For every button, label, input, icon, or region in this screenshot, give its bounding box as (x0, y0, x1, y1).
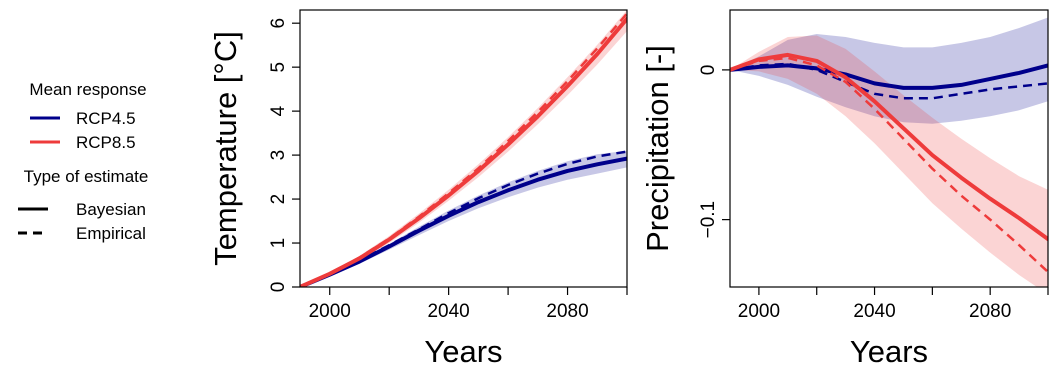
x-tick-label: 2080 (546, 301, 588, 322)
line-empirical-rcp45 (300, 150, 627, 287)
x-tick-label: 2000 (738, 301, 780, 322)
line-bayesian-rcp85 (730, 52, 1048, 242)
plot-area (300, 10, 627, 287)
line-bayesian-rcp45 (730, 63, 1048, 90)
x-tick-label: 2080 (969, 301, 1011, 322)
x-tick-label: 2040 (427, 301, 469, 322)
temperature-panel: 2000 2040 2080 0 1 2 3 4 5 6 Years Temperature [°C] (208, 9, 628, 369)
legend-label-bayesian: Bayesian (76, 200, 146, 219)
precipitation-panel: 2000 2040 2080 0 −0.1 Years Precipitation [-] (640, 9, 1049, 369)
y-tick-label: 0 (698, 65, 719, 76)
legend-label-rcp45: RCP4.5 (76, 109, 136, 128)
y-axis-label: Precipitation [-] (640, 45, 675, 252)
y-tick-label: 1 (268, 238, 289, 249)
band-rcp45 (730, 17, 1048, 124)
legend-title-mean-response: Mean response (29, 80, 146, 99)
plot-frame (729, 9, 1049, 288)
x-axis-label: Years (424, 334, 502, 367)
legend: Mean response RCP4.5 RCP8.5 Type of esti… (18, 80, 148, 243)
x-axis-label: Years (850, 334, 928, 367)
legend-label-rcp85: RCP8.5 (76, 133, 136, 152)
x-tick-label: 2000 (309, 301, 351, 322)
x-tick-label: 2040 (853, 301, 895, 322)
y-tick-label: −0.1 (698, 201, 719, 239)
legend-title-type-of-estimate: Type of estimate (24, 167, 149, 186)
band-rcp85 (300, 10, 627, 287)
plot-frame (299, 9, 628, 288)
line-bayesian-rcp45 (300, 156, 627, 287)
y-tick-label: 3 (268, 150, 289, 161)
y-tick-label: 6 (268, 18, 289, 29)
line-empirical-rcp85 (300, 12, 627, 287)
y-tick-label: 5 (268, 62, 289, 73)
band-rcp45 (300, 150, 627, 287)
line-bayesian-rcp85 (300, 16, 627, 287)
y-axis-label: Temperature [°C] (208, 31, 243, 266)
y-tick-label: 4 (268, 105, 289, 116)
y-tick-label: 2 (268, 194, 289, 205)
band-rcp85 (730, 35, 1048, 287)
plot-area (730, 17, 1048, 287)
line-empirical-rcp85 (730, 56, 1048, 273)
legend-label-empirical: Empirical (76, 224, 146, 243)
y-tick-label: 0 (268, 282, 289, 293)
